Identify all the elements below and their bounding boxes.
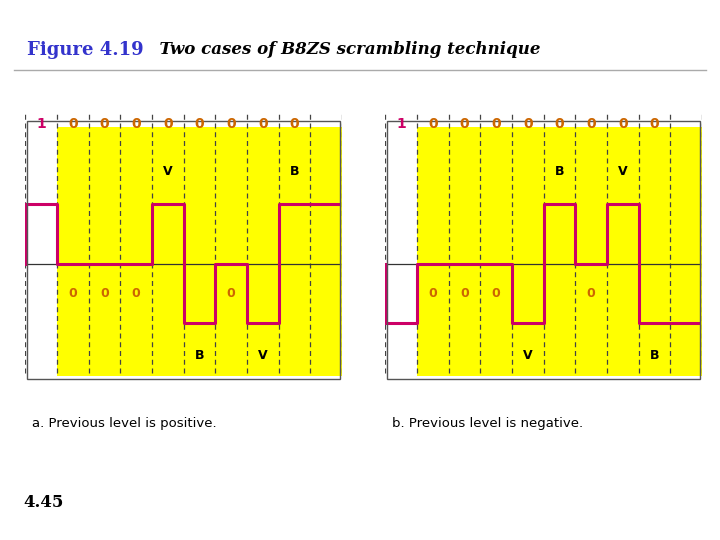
Text: V: V [618,165,628,178]
Bar [27,121,341,379]
Text: 4.45: 4.45 [23,494,63,511]
Text: 0: 0 [459,117,469,131]
Text: 0: 0 [587,287,595,300]
Text: Figure 4.19: Figure 4.19 [27,40,144,58]
Text: 0: 0 [163,117,173,131]
Text: V: V [163,165,173,178]
Text: 1: 1 [36,117,46,131]
Text: 0: 0 [428,117,438,131]
Text: 0: 0 [194,117,204,131]
Text: 0: 0 [68,287,77,300]
Text: 0: 0 [649,117,660,131]
Text: B: B [289,165,300,178]
Text: b. Previous level is negative.: b. Previous level is negative. [392,417,583,430]
Text: 0: 0 [289,117,300,131]
Text: 0: 0 [227,287,235,300]
Text: 0: 0 [100,287,109,300]
Text: B: B [649,349,660,362]
Text: 0: 0 [618,117,628,131]
Text: B: B [194,349,204,362]
Text: 0: 0 [99,117,109,131]
Text: 0: 0 [586,117,596,131]
Text: 0: 0 [68,117,78,131]
Bar [387,121,701,379]
Text: 0: 0 [226,117,236,131]
Text: 0: 0 [131,117,141,131]
Text: a. Previous level is positive.: a. Previous level is positive. [32,417,217,430]
Text: 0: 0 [460,287,469,300]
Bar [57,127,342,376]
Text: 0: 0 [523,117,533,131]
Text: 0: 0 [258,117,268,131]
Text: 1: 1 [396,117,406,131]
Bar [417,127,702,376]
Text: Two cases of B8ZS scrambling technique: Two cases of B8ZS scrambling technique [148,41,540,58]
Text: 0: 0 [492,287,500,300]
Text: B: B [554,165,564,178]
Text: 0: 0 [554,117,564,131]
Text: 0: 0 [428,287,437,300]
Text: 0: 0 [132,287,140,300]
Text: 0: 0 [491,117,501,131]
Text: V: V [523,349,533,362]
Text: V: V [258,349,268,362]
